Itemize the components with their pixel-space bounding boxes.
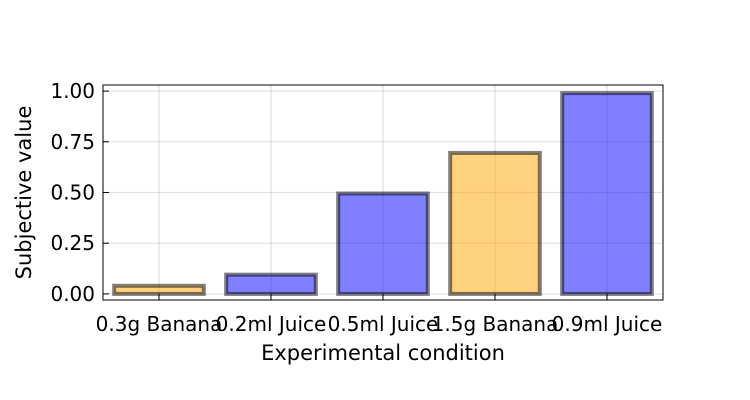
bar: [336, 191, 430, 296]
x-tick-label: 0.3g Banana: [96, 312, 223, 336]
y-tick-label: 1.00: [50, 79, 95, 103]
x-tick-label: 0.5ml Juice: [328, 312, 439, 336]
x-tick-label: 0.9ml Juice: [552, 312, 663, 336]
x-tick-label: 1.5g Banana: [432, 312, 559, 336]
x-axis-label: Experimental condition: [261, 341, 505, 365]
bar: [112, 283, 206, 296]
bars: [112, 91, 654, 296]
bar: [560, 91, 654, 296]
x-tick-label: 0.2ml Juice: [216, 312, 327, 336]
bar: [448, 150, 542, 296]
bar: [224, 272, 318, 296]
y-tick-label: 0.00: [50, 282, 95, 306]
y-tick-label: 0.75: [50, 130, 95, 154]
y-tick-label: 0.50: [50, 181, 95, 205]
y-tick-label: 0.25: [50, 231, 95, 255]
y-axis-label: Subjective value: [12, 106, 36, 280]
